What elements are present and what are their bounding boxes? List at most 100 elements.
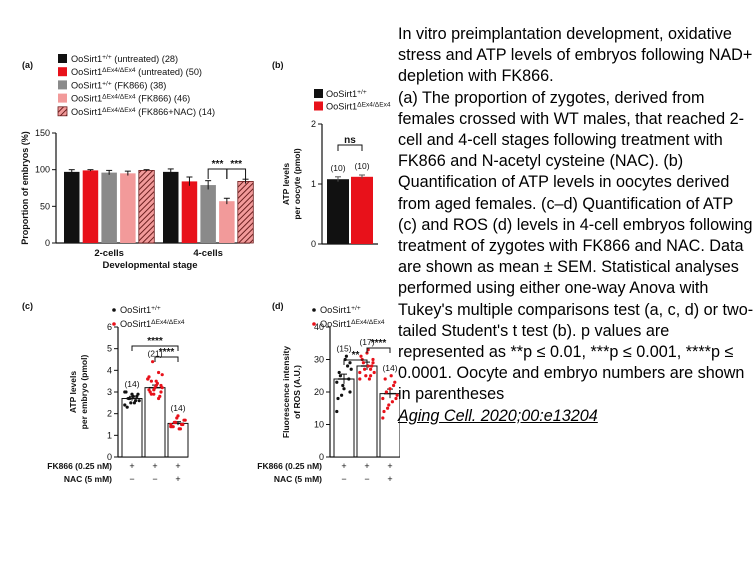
count-label: (14) [124, 379, 139, 389]
data-point [393, 380, 397, 384]
legend-swatch [58, 93, 67, 103]
data-point [338, 374, 342, 378]
data-point [387, 403, 391, 407]
data-point [389, 374, 393, 378]
panel-a-sig-bracket [226, 168, 247, 179]
data-point [335, 380, 339, 384]
data-point [129, 401, 133, 405]
panel-a-tick-label: 150 [35, 128, 50, 138]
panel-b-ylabel-line2: per oocyte (pmol) [292, 148, 302, 219]
data-point [130, 392, 134, 396]
data-point [176, 414, 180, 418]
panel-d-sig-bracket [343, 359, 368, 365]
data-point [394, 396, 398, 401]
data-point [336, 396, 340, 401]
legend-swatch [314, 101, 323, 111]
caption: In vitro preimplantation development, ox… [398, 24, 754, 427]
caption-body: (a) The proportion of zygotes, derived f… [398, 88, 754, 404]
data-point [123, 403, 127, 407]
data-point [160, 386, 164, 390]
data-point [349, 367, 353, 371]
data-point [337, 370, 341, 375]
panel-d-ylabel: of ROS (A.U.) [292, 365, 302, 419]
data-point [366, 364, 370, 368]
count-label: (21) [147, 349, 162, 359]
legend-entry: OoSirt1ΔEx4/ΔEx4 [326, 101, 391, 112]
treatment-value: + [364, 461, 369, 471]
legend-swatch [58, 67, 67, 77]
data-point [137, 399, 141, 403]
legend-entry: OoSirt1ΔEx4/ΔEx4 (FK866+NAC) (14) [71, 106, 215, 117]
count-label: (10) [354, 161, 369, 171]
panel-d-tick-label: 0 [319, 452, 324, 462]
treatment-label: NAC (5 mM) [64, 474, 112, 484]
treatment-value: + [175, 474, 180, 484]
panel-b-sig-label: ns [344, 135, 356, 146]
panel-b-sig-bracket [337, 144, 363, 151]
data-point [152, 392, 156, 396]
data-point [171, 425, 175, 429]
legend-entry: OoSirt1+/+ [326, 89, 367, 100]
data-point [157, 370, 161, 375]
data-point [346, 364, 350, 368]
treatment-value: − [341, 474, 346, 484]
legend-entry: OoSirt1ΔEx4/ΔEx4 [120, 319, 185, 330]
data-point [371, 357, 375, 362]
panel-c-label: (c) [22, 301, 33, 311]
legend-entry: OoSirt1+/+ [120, 305, 161, 316]
panel-d-tick-label: 10 [314, 420, 324, 430]
data-point [178, 427, 182, 431]
panel-b-ylabel: ATP levels [281, 163, 291, 205]
panel-d-tick-label: 40 [314, 322, 324, 332]
data-point [149, 379, 153, 383]
data-point [388, 387, 392, 391]
panel-d-sig-label: ** [352, 350, 360, 361]
panel-c-tick-label: 2 [107, 409, 112, 419]
panel-c-sig-bracket [131, 345, 179, 351]
panel-c-tick-label: 6 [107, 322, 112, 332]
bar [351, 176, 373, 244]
data-point [348, 390, 352, 394]
treatment-value: + [175, 461, 180, 471]
bar [120, 173, 136, 243]
panel-a-label: (a) [22, 60, 33, 70]
bar [181, 181, 198, 243]
legend-entry: OoSirt1+/+ [320, 305, 361, 316]
data-point [369, 367, 373, 371]
panel-c-tick-label: 3 [107, 387, 112, 397]
panel-a-tick-label: 50 [40, 201, 50, 211]
panel-d-tick-label: 20 [314, 387, 324, 397]
data-point [371, 361, 375, 365]
panel-a-xlabel: Developmental stage [102, 260, 197, 271]
treatment-value: + [152, 461, 157, 471]
count-label: (10) [330, 163, 345, 173]
citation-link[interactable]: Aging Cell. 2020;00:e13204 [398, 406, 598, 425]
treatment-value: − [152, 474, 157, 484]
data-point [128, 396, 132, 401]
bar [163, 171, 179, 243]
panel-d-sig-label: **** [371, 338, 387, 349]
legend-swatch [112, 308, 116, 312]
panel-b: (b) OoSirt1+/+OoSirt1ΔEx4/ΔEx4 0 1 2 ATP leve… [272, 60, 391, 249]
panel-c-tick-label: 5 [107, 344, 112, 354]
data-point [372, 370, 376, 375]
data-point [381, 416, 385, 420]
panel-d: (d) OoSirt1+/+ OoSirt1ΔEx4/ΔEx4 0 10 20 30 40 Fl… [257, 301, 400, 484]
panel-b-tick-label: 1 [311, 179, 316, 189]
data-point [358, 370, 362, 375]
data-point [359, 354, 363, 358]
data-point [169, 422, 173, 427]
data-point [367, 377, 371, 381]
data-point [147, 375, 151, 379]
data-point [382, 409, 386, 414]
legend-entry: OoSirt1+/+ (FK866) (38) [71, 80, 166, 91]
count-label: (15) [336, 343, 351, 353]
panel-b-tick-label: 0 [311, 239, 316, 249]
panel-b-label: (b) [272, 60, 284, 70]
data-point [386, 406, 390, 410]
data-point [384, 390, 388, 394]
legend-entry: OoSirt1ΔEx4/ΔEx4 [320, 319, 385, 330]
bar [82, 170, 99, 243]
data-point [183, 418, 187, 422]
bar [64, 171, 80, 243]
